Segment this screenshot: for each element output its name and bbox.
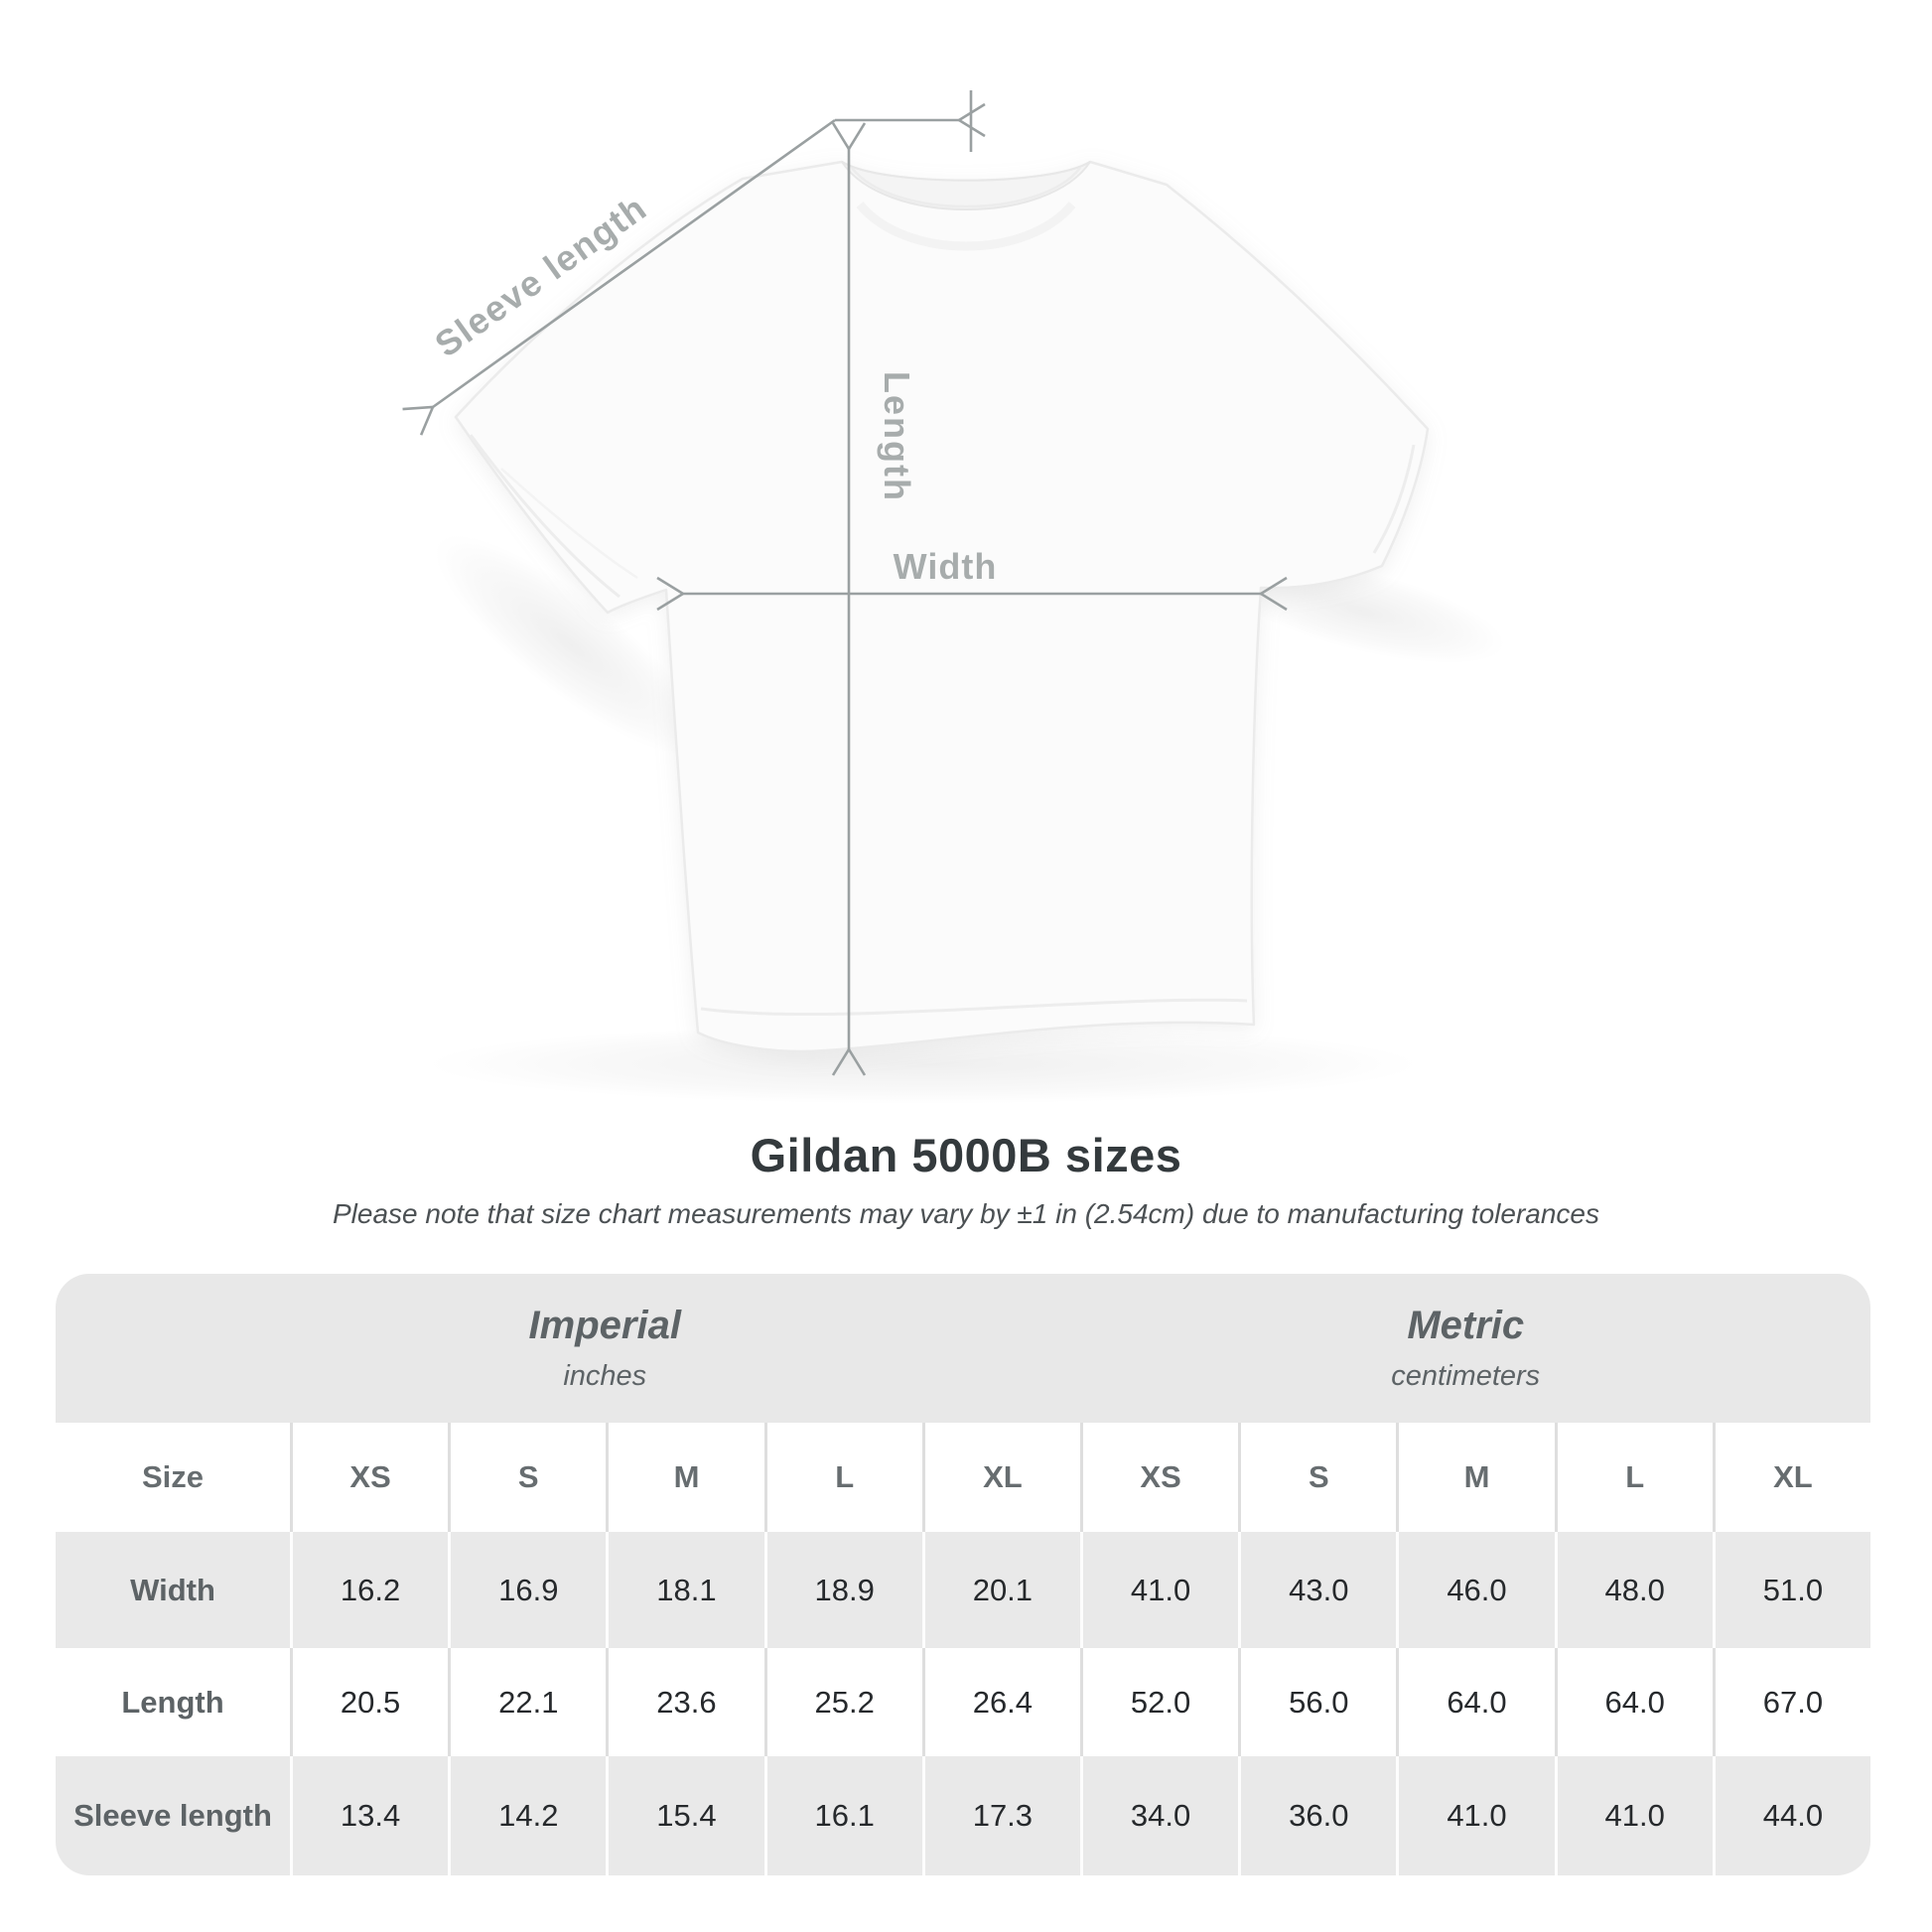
table-cell: 41.0: [1554, 1756, 1713, 1875]
table-cell: 20.5: [289, 1648, 448, 1756]
row-label: Length: [121, 1684, 224, 1720]
imperial-unit-header: Imperial inches: [56, 1274, 1084, 1423]
table-cell: 64.0: [1396, 1648, 1554, 1756]
size-header: Size: [141, 1459, 204, 1494]
table-cell: 25.2: [763, 1648, 922, 1756]
table-cell: 15.4: [606, 1756, 763, 1875]
table-cell: 16.2: [289, 1532, 448, 1648]
table-cell: 18.1: [606, 1532, 763, 1648]
table-cell: 56.0: [1238, 1648, 1396, 1756]
table-cell: 17.3: [921, 1756, 1080, 1875]
table-cell: 64.0: [1554, 1648, 1713, 1756]
table-cell: 44.0: [1712, 1756, 1870, 1875]
table-cell: 18.9: [763, 1532, 922, 1648]
table-cell: 52.0: [1079, 1648, 1238, 1756]
measurement-annotations: [402, 90, 1288, 1076]
table-cell: 20.1: [921, 1532, 1080, 1648]
sleeve-length-arrow: [402, 118, 836, 436]
col-header-imperial-s: S: [448, 1423, 606, 1532]
unit-band: Imperial inches Metric centimeters: [56, 1274, 1870, 1423]
metric-unit: centimeters: [1391, 1360, 1541, 1392]
tolerance-note: Please note that size chart measurements…: [333, 1198, 1599, 1229]
table-cell: 13.4: [289, 1756, 448, 1875]
length-label: Length: [877, 371, 917, 502]
row-label: Sleeve length: [73, 1798, 272, 1833]
col-header-metric-s: S: [1238, 1423, 1396, 1532]
size-table: Imperial inches Metric centimeters Size …: [56, 1274, 1870, 1875]
table-row-length: Length 20.5 22.1 23.6 25.2 26.4 52.0 56.…: [56, 1648, 1870, 1756]
table-cell: 14.2: [448, 1756, 606, 1875]
col-header-imperial-m: M: [606, 1423, 763, 1532]
width-label: Width: [894, 546, 998, 587]
col-header-imperial-xs: XS: [289, 1423, 448, 1532]
metric-title: Metric: [1407, 1304, 1525, 1347]
table-cell: 36.0: [1238, 1756, 1396, 1875]
row-label: Width: [130, 1572, 215, 1607]
size-header-row: Size XS S M L XL XS S M L XL: [56, 1423, 1870, 1532]
table-cell: 26.4: [921, 1648, 1080, 1756]
col-header-imperial-xl: XL: [921, 1423, 1080, 1532]
table-cell: 48.0: [1554, 1532, 1713, 1648]
col-header-metric-m: M: [1396, 1423, 1554, 1532]
col-header-metric-xl: XL: [1712, 1423, 1870, 1532]
table-cell: 43.0: [1238, 1532, 1396, 1648]
table-cell: 46.0: [1396, 1532, 1554, 1648]
table-cell: 23.6: [606, 1648, 763, 1756]
table-cell: 67.0: [1712, 1648, 1870, 1756]
table-row-width: Width 16.2 16.9 18.1 18.9 20.1 41.0 43.0…: [56, 1532, 1870, 1648]
metric-unit-header: Metric centimeters: [1084, 1274, 1870, 1423]
table-cell: 34.0: [1079, 1756, 1238, 1875]
imperial-unit: inches: [563, 1360, 647, 1392]
col-header-metric-l: L: [1554, 1423, 1713, 1532]
table-cell: 22.1: [448, 1648, 606, 1756]
col-header-metric-xs: XS: [1079, 1423, 1238, 1532]
page-title: Gildan 5000B sizes: [750, 1129, 1182, 1181]
tshirt-measurement-diagram: Sleeve length Length Width: [402, 90, 1505, 1104]
table-cell: 16.9: [448, 1532, 606, 1648]
imperial-title: Imperial: [528, 1304, 681, 1347]
table-cell: 41.0: [1396, 1756, 1554, 1875]
table-cell: 51.0: [1712, 1532, 1870, 1648]
col-header-imperial-l: L: [763, 1423, 922, 1532]
table-row-sleeve-length: Sleeve length 13.4 14.2 15.4 16.1 17.3 3…: [56, 1756, 1870, 1875]
table-cell: 16.1: [763, 1756, 922, 1875]
title-block: Gildan 5000B sizes Please note that size…: [0, 1128, 1932, 1230]
table-cell: 41.0: [1079, 1532, 1238, 1648]
